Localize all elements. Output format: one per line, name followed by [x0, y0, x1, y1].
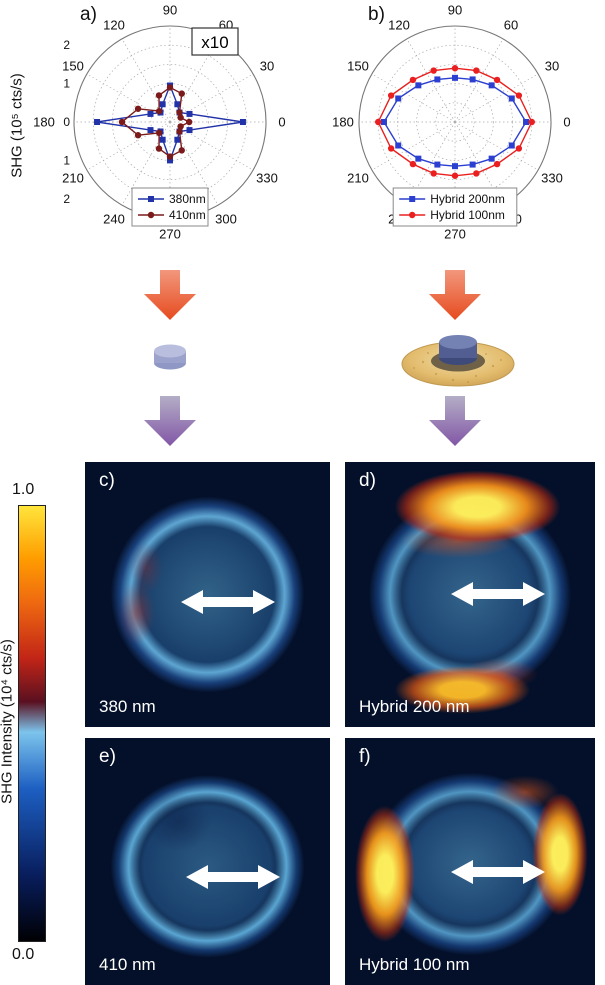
polar-y-axis-label: SHG (10⁵ cts/s): [8, 73, 26, 178]
down-arrow-purple-left: [144, 396, 196, 446]
colorbar-axis-label: SHG Intensity (10⁴ cts/s): [0, 639, 16, 804]
polarization-double-arrow-icon: [181, 589, 276, 614]
svg-text:Hybrid 100nm: Hybrid 100nm: [430, 208, 505, 222]
shg-map-hybrid-200nm: d) Hybrid 200 nm: [345, 462, 595, 727]
svg-text:300: 300: [215, 211, 237, 226]
svg-text:150: 150: [62, 59, 84, 74]
colorbar-max-tick: 1.0: [12, 481, 35, 498]
polar-chart-a: 030609012015018021024027030033021012x103…: [33, 3, 285, 242]
down-arrow-red-left: [144, 270, 196, 320]
svg-text:240: 240: [103, 211, 125, 226]
polarization-double-arrow-icon: [450, 859, 545, 884]
svg-text:120: 120: [388, 18, 410, 33]
map-caption-410nm: 410 nm: [99, 955, 156, 974]
shg-map-hybrid-100nm: f) Hybrid 100 nm: [345, 738, 595, 985]
svg-text:150: 150: [347, 59, 369, 74]
panel-label-c: c): [99, 470, 115, 491]
map-caption-hybrid-200nm: Hybrid 200 nm: [359, 697, 470, 716]
svg-text:120: 120: [103, 18, 125, 33]
gold-speckles: [413, 352, 502, 383]
colorbar: [18, 505, 46, 942]
bare-disk-schematic-icon: [154, 344, 186, 370]
svg-text:30: 30: [260, 59, 274, 74]
svg-text:0: 0: [63, 115, 70, 129]
map-caption-hybrid-100nm: Hybrid 100 nm: [359, 955, 470, 974]
svg-text:410nm: 410nm: [169, 208, 206, 222]
svg-text:210: 210: [347, 171, 369, 186]
hybrid-disk-gold-ring-schematic-icon: [401, 335, 515, 387]
svg-text:380nm: 380nm: [169, 192, 206, 206]
svg-text:x10: x10: [201, 33, 228, 52]
svg-text:90: 90: [163, 3, 177, 18]
polar-chart-b: 0306090120150180210240270300330Hybrid 20…: [332, 3, 570, 242]
svg-text:0: 0: [278, 115, 285, 130]
polarization-double-arrow-icon: [450, 581, 545, 606]
panel-label-d: d): [359, 470, 376, 491]
svg-text:270: 270: [444, 227, 466, 242]
map-caption-380nm: 380 nm: [99, 697, 156, 716]
colorbar-min-tick: 0.0: [12, 946, 35, 963]
svg-text:0: 0: [563, 115, 570, 130]
svg-text:30: 30: [545, 59, 559, 74]
svg-text:330: 330: [256, 171, 278, 186]
panel-label-f: f): [359, 746, 371, 767]
svg-text:210: 210: [62, 171, 84, 186]
shg-map-380nm: c) 380 nm: [85, 462, 330, 727]
svg-text:1: 1: [63, 153, 70, 167]
down-arrow-red-right: [429, 270, 481, 320]
svg-text:330: 330: [541, 171, 563, 186]
panel-label-b: b): [368, 4, 385, 25]
svg-text:180: 180: [332, 115, 354, 130]
svg-text:2: 2: [63, 192, 70, 206]
panel-label-e: e): [99, 746, 116, 767]
svg-text:270: 270: [159, 227, 181, 242]
svg-text:180: 180: [33, 115, 55, 130]
svg-text:2: 2: [63, 38, 70, 52]
svg-text:60: 60: [504, 18, 518, 33]
panel-label-a: a): [80, 4, 97, 25]
svg-text:Hybrid 200nm: Hybrid 200nm: [430, 192, 505, 206]
down-arrow-purple-right: [429, 396, 481, 446]
svg-text:1: 1: [63, 77, 70, 91]
shg-map-410nm: e) 410 nm: [85, 738, 330, 985]
svg-text:90: 90: [448, 3, 462, 18]
polarization-double-arrow-icon: [186, 864, 280, 889]
